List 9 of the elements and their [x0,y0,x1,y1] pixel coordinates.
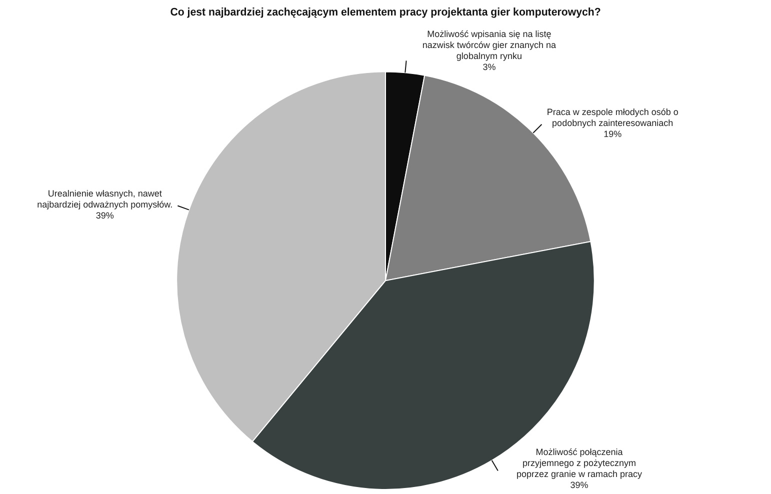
data-label: 3% [482,62,496,72]
slice-label: Możliwość wpisania się na listę nazwisk twórców gier znanych na globalnym rynku [422,28,556,61]
data-label: 19% [604,128,622,139]
slice-label: Praca w zespole młodych osób o podobnych zainteresowaniach [546,106,678,128]
slice-label: Możliwość połączenia przyjemnego z pożytecznym poprzez granie w ramach pracy [516,446,643,479]
data-label: 39% [96,210,114,220]
data-label: 39% [570,480,588,490]
chart-title: Co jest najbardziej zachęcającym elementem pracy projektanta gier komputerowych? [170,6,601,19]
slice-label: Urealnienie własnych, nawet najbardziej odważnych pomysłów. [37,188,173,210]
